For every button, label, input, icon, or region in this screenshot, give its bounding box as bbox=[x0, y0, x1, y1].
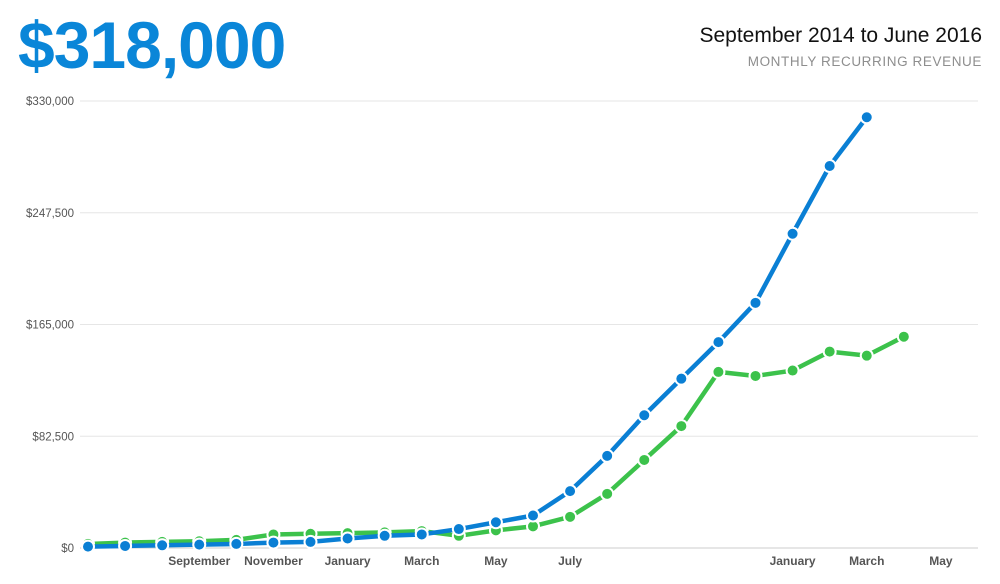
data-point bbox=[785, 363, 800, 378]
y-tick-label: $330,000 bbox=[26, 96, 74, 108]
y-tick-label: $247,500 bbox=[26, 208, 74, 220]
data-point bbox=[563, 484, 578, 499]
data-point bbox=[637, 452, 652, 467]
data-point bbox=[81, 539, 95, 554]
x-tick-label: January bbox=[770, 554, 816, 568]
data-point bbox=[303, 534, 318, 549]
data-point bbox=[451, 522, 466, 537]
data-point bbox=[340, 531, 355, 546]
y-tick-label: $0 bbox=[61, 543, 74, 555]
data-point bbox=[192, 537, 207, 552]
metric-name-label: MONTHLY RECURRING REVENUE bbox=[747, 54, 982, 69]
data-point bbox=[822, 344, 837, 359]
data-point bbox=[822, 159, 837, 174]
data-point bbox=[155, 538, 170, 553]
series-line-2 bbox=[85, 115, 869, 549]
data-point bbox=[229, 536, 244, 551]
x-tick-label: November bbox=[244, 554, 303, 568]
y-tick-label: $82,500 bbox=[32, 431, 74, 443]
x-tick-label: January bbox=[325, 554, 371, 568]
data-point bbox=[674, 371, 689, 386]
data-point bbox=[748, 368, 763, 383]
data-point bbox=[637, 408, 652, 423]
x-tick-label: July bbox=[558, 554, 582, 568]
data-point bbox=[377, 528, 392, 543]
data-point bbox=[600, 448, 615, 463]
data-point bbox=[118, 538, 133, 553]
data-point bbox=[896, 329, 911, 344]
data-point bbox=[563, 509, 578, 524]
x-tick-label: March bbox=[849, 554, 884, 568]
data-point bbox=[600, 486, 615, 501]
x-tick-label: May bbox=[484, 554, 508, 568]
x-tick-label: March bbox=[404, 554, 439, 568]
data-point bbox=[859, 110, 874, 125]
date-range-label: September 2014 to June 2016 bbox=[699, 24, 982, 47]
chart-header: September 2014 to June 2016 MONTHLY RECU… bbox=[699, 24, 982, 71]
data-point bbox=[711, 364, 726, 379]
data-point bbox=[526, 508, 540, 523]
mrr-total-value: $318,000 bbox=[18, 8, 286, 82]
data-point bbox=[785, 226, 800, 241]
x-tick-label: September bbox=[168, 554, 230, 568]
data-point bbox=[414, 527, 429, 542]
data-point bbox=[488, 515, 503, 530]
data-point bbox=[266, 535, 281, 550]
x-tick-label: May bbox=[929, 554, 953, 568]
data-point bbox=[859, 348, 874, 363]
y-tick-label: $165,000 bbox=[26, 320, 74, 332]
data-point bbox=[674, 419, 689, 434]
data-point bbox=[711, 335, 726, 350]
data-point bbox=[748, 295, 763, 310]
series-line-1 bbox=[85, 334, 907, 547]
